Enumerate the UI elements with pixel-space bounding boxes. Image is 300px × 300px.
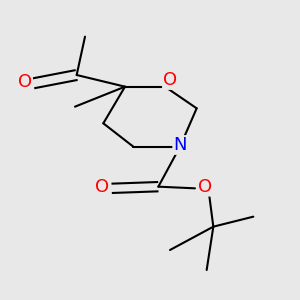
Text: O: O (163, 71, 177, 89)
Text: O: O (94, 178, 109, 196)
Text: O: O (18, 73, 32, 91)
Text: O: O (198, 178, 212, 196)
Text: N: N (173, 136, 187, 154)
